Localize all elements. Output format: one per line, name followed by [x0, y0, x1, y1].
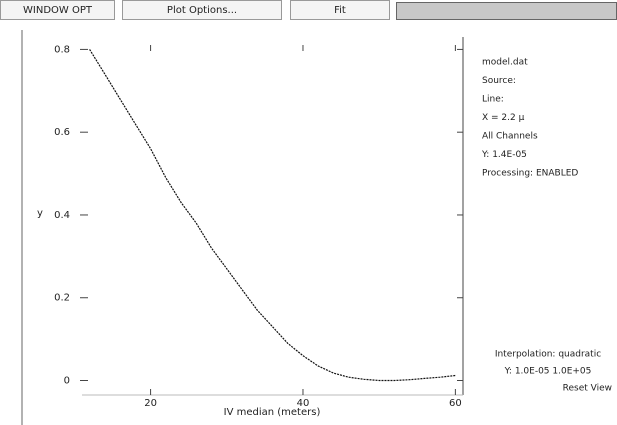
info-text: Reset View: [563, 384, 612, 394]
x-tick-label: 40: [297, 398, 310, 409]
x-axis-label: IV median (meters): [224, 407, 321, 418]
info-text: Line:: [482, 95, 504, 105]
toolbar-button[interactable]: WINDOW OPT: [0, 0, 115, 20]
y-tick-label: 0.4: [54, 210, 70, 221]
info-text: Y: 1.0E-05 1.0E+05: [504, 367, 592, 377]
info-text: Interpolation: quadratic: [495, 350, 601, 360]
info-text: X = 2.2 μ: [482, 113, 525, 123]
info-text: All Channels: [482, 132, 538, 142]
info-text: model.dat: [482, 58, 528, 68]
x-tick-label: 20: [144, 398, 157, 409]
y-tick-label: 0.6: [54, 127, 70, 138]
info-text: Y: 1.4E-05: [481, 150, 527, 160]
info-text: Source:: [482, 76, 516, 86]
y-tick-label: 0.8: [54, 44, 70, 55]
data-line: [89, 49, 456, 382]
toolbar-button[interactable]: Plot Options...: [122, 0, 282, 20]
x-tick-label: 60: [449, 398, 462, 409]
y-tick-label: 0: [64, 376, 70, 387]
toolbar-button[interactable]: Fit: [290, 0, 390, 20]
y-axis-label: y: [37, 208, 43, 219]
info-text: Processing: ENABLED: [482, 169, 578, 179]
y-tick-label: 0.2: [54, 293, 70, 304]
